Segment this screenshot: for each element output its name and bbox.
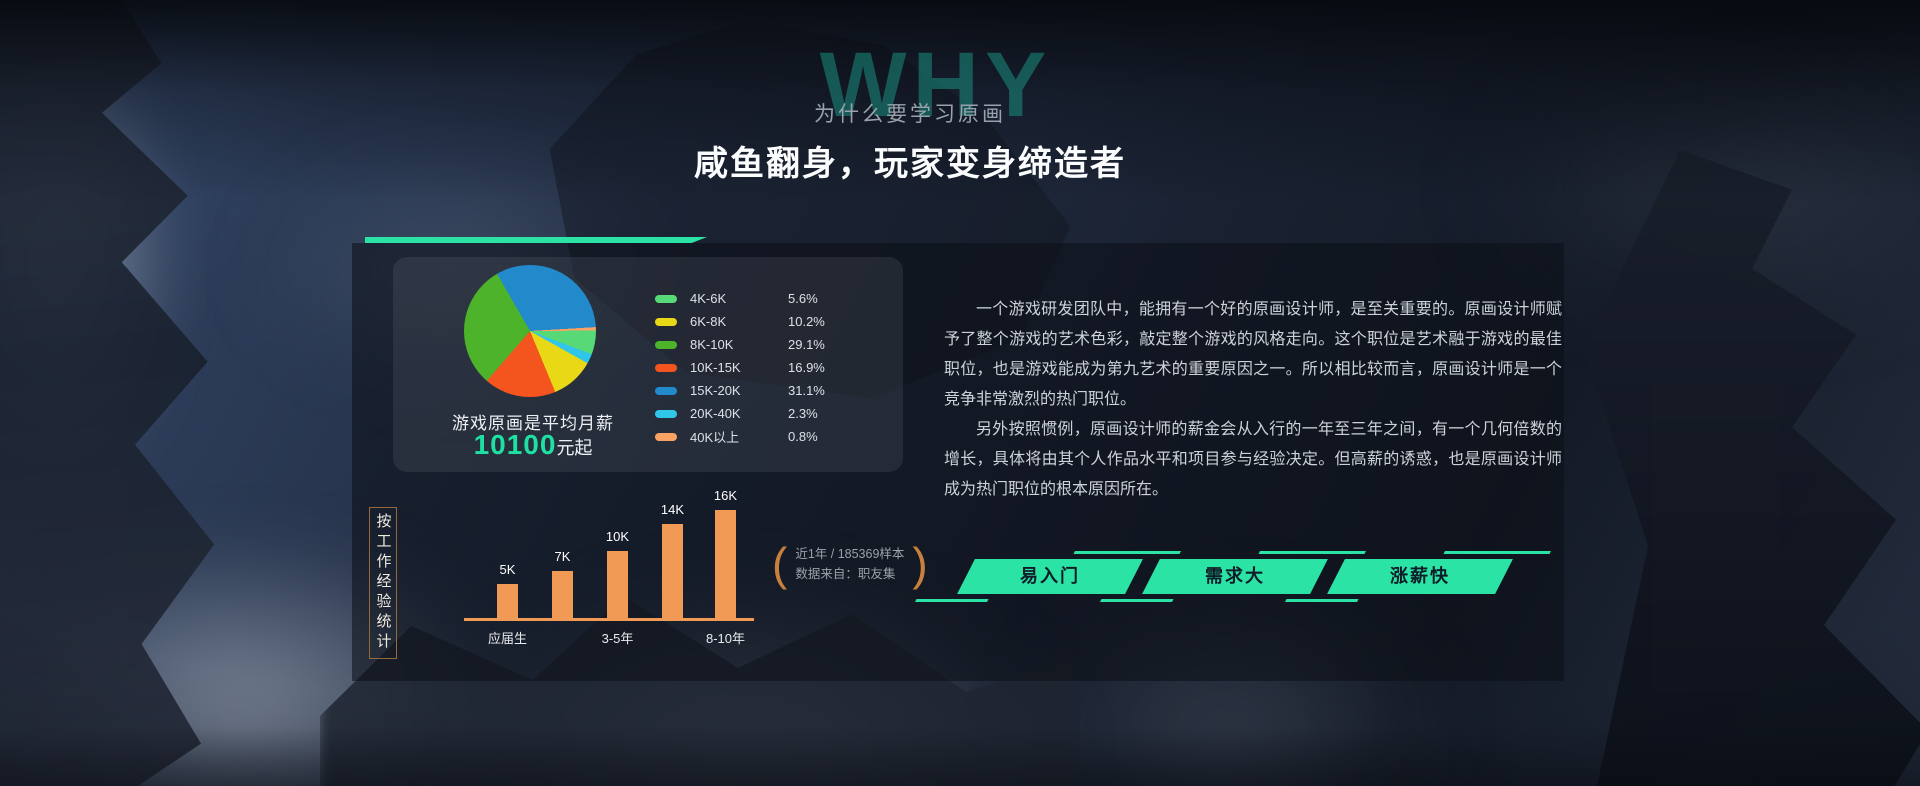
legend-pct: 31.1% <box>788 383 825 398</box>
section-title: 咸鱼翻身，玩家变身缔造者 <box>694 145 1126 183</box>
tag-banner[interactable]: 易入门 <box>915 551 1181 602</box>
pie-legend: 4K-6K 5.6% 6K-8K 10.2% 8K-10K 29.1% 10K-15K 16.… <box>655 287 825 448</box>
bar-value-label: 7K <box>554 549 571 564</box>
bar <box>552 571 573 618</box>
legend-swatch <box>655 340 677 349</box>
legend-pct: 16.9% <box>788 360 825 375</box>
tag-banner-label: 需求大 <box>1205 566 1265 586</box>
tag-accent-line-top <box>1443 551 1551 554</box>
description-text: 一个游戏研发团队中，能拥有一个好的原画设计师，是至关重要的。原画设计师赋予了整个… <box>944 295 1562 505</box>
legend-row: 6K-8K 10.2% <box>655 310 825 333</box>
legend-row: 15K-20K 31.1% <box>655 379 825 402</box>
salary-pie-card: 游戏原画是平均月薪 10100元起 4K-6K 5.6% 6K-8K 10.2% 8K-… <box>393 257 903 472</box>
stats-panel: 游戏原画是平均月薪 10100元起 4K-6K 5.6% 6K-8K 10.2% 8K-… <box>352 243 1564 681</box>
legend-swatch <box>655 409 677 418</box>
tag-accent-line-bottom <box>1285 599 1359 602</box>
legend-swatch <box>655 317 677 326</box>
bar-value-label: 5K <box>499 562 516 577</box>
tag-accent-line-top <box>1258 551 1366 554</box>
source-line-2: 数据来自：职友集 <box>795 567 896 581</box>
source-lines: 近1年 / 185369样本 数据来自：职友集 <box>795 544 904 584</box>
legend-swatch <box>655 363 677 372</box>
tag-banner[interactable]: 需求大 <box>1100 551 1366 602</box>
watermark-text: WHY <box>819 34 1053 136</box>
section-subtitle: 为什么要学习原画 <box>814 103 1006 126</box>
legend-pct: 10.2% <box>788 314 825 329</box>
salary-pie-chart <box>464 265 596 397</box>
legend-label: 20K-40K <box>690 406 741 421</box>
description-paragraph: 另外按照惯例，原画设计师的薪金会从入行的一年至三年之间，有一个几何倍数的增长，具… <box>944 421 1562 498</box>
legend-label: 40K以上 <box>690 430 740 445</box>
paren-close: ) <box>912 538 928 590</box>
tag-accent-line-bottom <box>915 599 989 602</box>
legend-pct: 29.1% <box>788 337 825 352</box>
legend-pct: 5.6% <box>788 291 818 306</box>
bar-category-label: 应届生 <box>487 631 527 646</box>
bar-value-label: 16K <box>713 488 738 503</box>
source-line-1: 近1年 / 185369样本 <box>795 547 905 561</box>
bar <box>607 551 628 618</box>
section-header: WHY 为什么要学习原画 咸鱼翻身，玩家变身缔造者 <box>300 25 1520 185</box>
bar-chart-baseline <box>464 618 754 621</box>
legend-pct: 0.8% <box>788 429 818 444</box>
legend-label: 4K-6K <box>690 291 727 306</box>
tag-banner-row: 易入门 需求大 涨薪快 <box>915 551 1551 602</box>
bar <box>662 524 683 618</box>
legend-row: 4K-6K 5.6% <box>655 287 825 310</box>
bar-value-label: 10K <box>605 529 630 544</box>
tag-banner-label: 涨薪快 <box>1390 566 1450 586</box>
accent-line <box>365 237 707 243</box>
salary-line: 10100元起 <box>393 429 673 461</box>
legend-row: 20K-40K 2.3% <box>655 402 825 425</box>
salary-value: 10100 <box>473 429 557 460</box>
legend-row: 8K-10K 29.1% <box>655 333 825 356</box>
bar <box>497 584 518 618</box>
bar-value-label: 14K <box>660 502 685 517</box>
data-source-note: ( 近1年 / 185369样本 数据来自：职友集 ) <box>772 541 928 587</box>
description-paragraph: 一个游戏研发团队中，能拥有一个好的原画设计师，是至关重要的。原画设计师赋予了整个… <box>944 301 1562 408</box>
bar <box>715 510 736 618</box>
bar-category-label: 3-5年 <box>601 631 634 646</box>
tag-banner[interactable]: 涨薪快 <box>1285 551 1551 602</box>
legend-swatch <box>655 294 677 303</box>
bar-chart-side-label: 按工作经验统计 <box>374 513 392 653</box>
legend-label: 8K-10K <box>690 337 734 352</box>
bar-category-label: 8-10年 <box>705 631 746 646</box>
legend-label: 6K-8K <box>690 314 727 329</box>
paren-open: ( <box>772 538 788 590</box>
legend-label: 10K-15K <box>690 360 741 375</box>
tag-banner-label: 易入门 <box>1020 566 1080 586</box>
tag-accent-line-top <box>1073 551 1181 554</box>
salary-suffix: 元起 <box>556 438 593 458</box>
experience-bar-chart: 5K 应届生 7K 10K 3-5年 14K 16K 8-10年 <box>352 243 1564 681</box>
legend-label: 15K-20K <box>690 383 741 398</box>
legend-row: 10K-15K 16.9% <box>655 356 825 379</box>
legend-swatch <box>655 432 677 441</box>
salary-caption: 游戏原画是平均月薪 <box>452 414 614 433</box>
legend-swatch <box>655 386 677 395</box>
legend-row: 40K以上 0.8% <box>655 425 825 448</box>
bar-chart-side-label-box: 按工作经验统计 <box>369 507 397 659</box>
tag-accent-line-bottom <box>1100 599 1174 602</box>
legend-pct: 2.3% <box>788 406 818 421</box>
